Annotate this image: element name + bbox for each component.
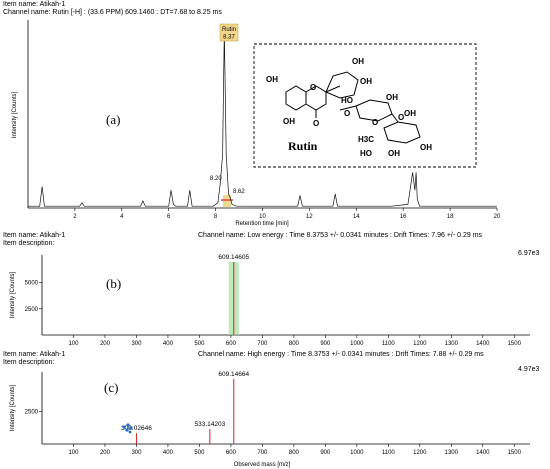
spectrum-x-tick-label: 1000 [350, 341, 364, 347]
isotope-cluster-icon [122, 423, 133, 434]
spectrum-x-tick-label: 700 [257, 341, 268, 347]
chromatogram-x-tick-label: 2 [73, 214, 77, 220]
spectrum-x-tick-label: 800 [289, 341, 300, 347]
atom-label: O [310, 83, 316, 92]
spectrum-x-tick-label: 600 [226, 450, 237, 456]
spectrum-x-tick-label: 200 [100, 450, 111, 456]
spectrum-x-tick-label: 600 [226, 341, 237, 347]
panel-b-item-description: Item description: [3, 240, 55, 247]
spectrum-x-tick-label: 1400 [476, 450, 490, 456]
rutin-structure [285, 71, 421, 144]
atom-label: O [398, 113, 404, 122]
atom-label: O [344, 109, 350, 118]
panel-a-label: (a) [106, 112, 120, 127]
spectrum-x-tick-label: 900 [320, 450, 331, 456]
peak-integration-band [223, 195, 231, 207]
side-peak-right-label: 8.62 [233, 189, 245, 195]
spectrum-x-tick-label: 1300 [445, 450, 459, 456]
panel-b-channel-name: Channel name: Low energy : Time 8.3753 +… [198, 232, 483, 239]
spectrum-x-tick-label: 1200 [413, 341, 427, 347]
low-energy-spectrum-panel: Intensity [Counts] 100 200 300 400 500 600 700… [10, 254, 530, 347]
chromatogram-x-tick-label: 12 [306, 214, 313, 220]
spectrum-x-tick-label: 1400 [476, 341, 490, 347]
compound-name: Rutin [288, 139, 318, 153]
spectrum-x-tick-label: 1000 [350, 450, 364, 456]
spectrum-x-tick-label: 1300 [445, 341, 459, 347]
chromatogram-x-tick-label: 6 [167, 214, 171, 220]
chromatogram-x-tick-label: 14 [353, 214, 360, 220]
spectrum-peak-label: 609.14605 [218, 254, 249, 261]
high-energy-y-label: Intensity [Counts] [10, 384, 16, 431]
atom-label: HO [360, 149, 372, 158]
spectrum-x-tick-label: 800 [289, 450, 300, 456]
spectrum-x-tick-label: 100 [68, 341, 79, 347]
atom-label: OH [404, 109, 416, 118]
spectrum-y-tick-label: 5000 [25, 281, 39, 287]
panel-b-label: (b) [106, 276, 121, 291]
spectrum-peak-label: 533.14203 [194, 421, 225, 428]
spectrum-x-tick-label: 1500 [508, 450, 522, 456]
spectrum-x-tick-label: 500 [194, 450, 205, 456]
panel-c-item-name: Item name: Atikah-1 [3, 351, 66, 358]
spectrum-x-tick-label: 900 [320, 341, 331, 347]
spectrum-y-tick-label: 2500 [25, 307, 39, 313]
rutin-peak-name: Rutin [222, 27, 236, 33]
spectrum-x-tick-label: 300 [131, 450, 142, 456]
panel-c-item-description: Item description: [3, 359, 55, 366]
panel-b-item-name: Item name: Atikah-1 [3, 232, 66, 239]
panel-b-scale-max: 6.97e3 [518, 250, 540, 257]
atom-label: OH [420, 143, 432, 152]
rutin-peak-callout [219, 23, 239, 42]
atom-label: OH [386, 93, 398, 102]
spectrum-x-tick-label: 700 [257, 450, 268, 456]
chromatogram-panel: Intensity [Counts] 2 4 6 8 10 12 14 16 18 20 Rete… [12, 20, 501, 227]
spectrum-x-tick-label: 500 [194, 341, 205, 347]
atom-label: OH [283, 117, 295, 126]
chromatogram-x-tick-label: 8 [214, 214, 218, 220]
side-peak-left-label: 8.20 [210, 176, 222, 182]
spectrum-x-tick-label: 100 [68, 450, 79, 456]
spectrum-x-tick-label: 1500 [508, 341, 522, 347]
spectrum-x-tick-label: 200 [100, 341, 111, 347]
atom-label: O [313, 119, 319, 128]
high-energy-x-label: Observed mass [m/z] [234, 462, 291, 468]
spectrum-x-tick-label: 1200 [413, 450, 427, 456]
spectrum-x-tick-label: 1100 [382, 450, 396, 456]
low-energy-y-label: Intensity [Counts] [10, 271, 16, 318]
spectrum-y-tick-label: 2500 [25, 409, 39, 415]
atom-label: OH [388, 149, 400, 158]
high-energy-spectrum-panel: Intensity [Counts] 100 200 300 400 500 600 700… [10, 371, 530, 468]
panel-a-item-name: Item name: Atikah-1 [3, 1, 66, 8]
panel-a-channel-name: Channel name: Rutin [-H] : (33.6 PPM) 60… [3, 9, 222, 16]
rutin-peak-rt: 8.37 [223, 35, 235, 41]
structure-box [253, 43, 477, 168]
spectrum-x-tick-label: 400 [163, 341, 174, 347]
chromatogram-y-label: Intensity [Counts] [12, 91, 18, 138]
spectrum-x-tick-label: 400 [163, 450, 174, 456]
atom-label: HO [341, 96, 353, 105]
chromatogram-trace [28, 29, 497, 207]
atom-label: OH [266, 75, 278, 84]
atom-label: OH [352, 57, 364, 66]
chromatogram-x-tick-label: 16 [400, 214, 407, 220]
spectrum-x-tick-label: 300 [131, 341, 142, 347]
panel-c-label: (c) [104, 380, 118, 395]
panel-c-scale-max: 4.97e3 [518, 366, 540, 373]
atom-label: OH [360, 77, 372, 86]
chromatogram-x-tick-label: 18 [447, 214, 454, 220]
panel-c-channel-name: Channel name: High energy : Time 8.3753 … [198, 351, 484, 358]
chromatogram-x-tick-label: 10 [259, 214, 266, 220]
atom-label: O [372, 118, 378, 127]
chromatogram-x-tick-label: 4 [120, 214, 124, 220]
chromatogram-x-label: Retention time [min] [235, 221, 289, 227]
spectrum-x-tick-label: 1100 [382, 341, 396, 347]
chromatogram-x-tick-label: 20 [494, 214, 501, 220]
atom-label: H3C [358, 135, 374, 144]
spectrum-peak-label: 609.14664 [218, 371, 249, 378]
spectrum-peak-label: 300.02646 [121, 425, 152, 432]
